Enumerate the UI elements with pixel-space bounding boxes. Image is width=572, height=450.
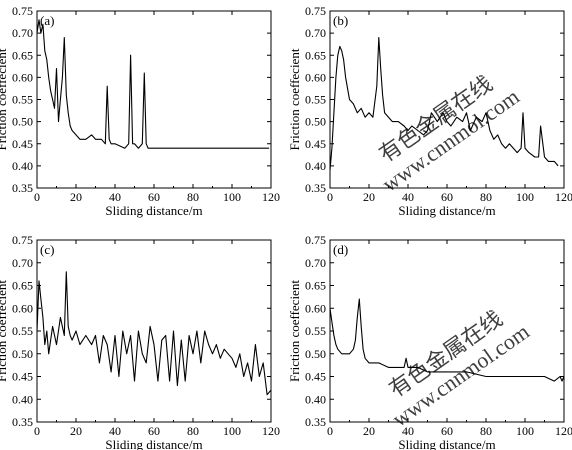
y-tick-label: 0.35: [305, 415, 326, 429]
y-tick-label: 0.40: [12, 159, 33, 173]
watermark: 有色金属在线www.cnnmol.com: [373, 297, 534, 431]
y-tick-label: 0.75: [305, 4, 326, 18]
x-axis-label: Sliding distance/m: [105, 203, 202, 218]
y-axis-label: Friction coeffecient: [0, 280, 9, 382]
panel-label: (b): [333, 13, 348, 28]
y-tick-label: 0.70: [12, 26, 33, 40]
chart-panel-1: 0 20 40 60 80 100 120 0.35 0.40 0.45 0.50 0.55 0.60 0…: [0, 4, 280, 218]
y-tick-label: 0.50: [12, 115, 33, 129]
y-tick-label: 0.65: [12, 279, 33, 293]
series-line: [36, 19, 270, 149]
y-tick-label: 0.45: [305, 370, 326, 384]
y-tick-label: 0.55: [12, 324, 33, 338]
x-tick-label: 120: [262, 424, 280, 438]
x-tick-label: 100: [516, 424, 534, 438]
series-line: [329, 37, 559, 171]
y-tick-label: 0.40: [305, 392, 326, 406]
chart-panel-3: 0 20 40 60 80 100 120 0.35 0.40 0.45 0.50 0.55 0.60 0…: [0, 233, 280, 450]
x-tick-label: 80: [480, 424, 492, 438]
y-tick-label: 0.65: [12, 48, 33, 62]
y-tick-label: 0.60: [12, 301, 33, 315]
series-line: [36, 271, 272, 396]
x-tick-label: 120: [555, 190, 572, 204]
y-axis-label: Friction coeffecient: [287, 280, 302, 382]
y-tick-label: 0.60: [305, 301, 326, 315]
chart-panel-2: 0 20 40 60 80 100 120 0.35 0.40 0.45 0.50 0.55 0.60 0…: [287, 4, 572, 218]
y-tick-label: 0.55: [305, 324, 326, 338]
x-axis-label: Sliding distance/m: [398, 203, 495, 218]
y-tick-label: 0.35: [12, 181, 33, 195]
chart-panel-4: 0 20 40 60 80 100 120 0.35 0.40 0.45 0.50 0.55 0.60 0…: [287, 233, 572, 450]
x-tick-label: 0: [327, 424, 333, 438]
x-tick-label: 60: [441, 424, 453, 438]
x-tick-label: 20: [363, 424, 375, 438]
x-tick-label: 120: [555, 424, 572, 438]
y-tick-label: 0.75: [12, 233, 33, 247]
watermark: 有色金属在线www.cnnmol.com: [363, 62, 524, 196]
panel-label: (d): [333, 242, 348, 257]
y-tick-label: 0.35: [305, 181, 326, 195]
x-axis-label: Sliding distance/m: [398, 437, 495, 450]
y-tick-label: 0.40: [305, 159, 326, 173]
panel-label: (a): [40, 13, 54, 28]
y-tick-label: 0.45: [305, 137, 326, 151]
y-tick-label: 0.70: [305, 26, 326, 40]
y-tick-label: 0.50: [12, 347, 33, 361]
y-tick-label: 0.35: [12, 415, 33, 429]
x-tick-label: 60: [148, 190, 160, 204]
y-tick-label: 0.45: [12, 370, 33, 384]
x-tick-label: 40: [109, 190, 121, 204]
x-tick-label: 60: [148, 424, 160, 438]
y-tick-label: 0.45: [12, 137, 33, 151]
plot-frame: [36, 10, 272, 189]
y-tick-label: 0.75: [305, 233, 326, 247]
panel-label: (c): [40, 242, 54, 257]
x-tick-label: 60: [441, 190, 453, 204]
x-tick-label: 120: [262, 190, 280, 204]
x-tick-label: 100: [223, 424, 241, 438]
y-tick-label: 0.60: [305, 70, 326, 84]
x-axis-label: Sliding distance/m: [105, 437, 202, 450]
y-tick-label: 0.50: [305, 115, 326, 129]
x-tick-label: 40: [402, 424, 414, 438]
x-tick-label: 80: [187, 190, 199, 204]
x-tick-label: 40: [402, 190, 414, 204]
y-axis-label: Friction coeffecient: [287, 48, 302, 150]
y-tick-label: 0.55: [12, 93, 33, 107]
x-tick-label: 0: [327, 190, 333, 204]
y-tick-label: 0.55: [305, 93, 326, 107]
plot-frame: [36, 239, 272, 423]
x-tick-label: 100: [516, 190, 534, 204]
x-tick-label: 80: [187, 424, 199, 438]
x-tick-label: 0: [34, 190, 40, 204]
y-tick-label: 0.65: [305, 48, 326, 62]
x-tick-label: 20: [70, 190, 82, 204]
y-tick-label: 0.75: [12, 4, 33, 18]
y-tick-label: 0.70: [305, 256, 326, 270]
y-axis-label: Friction coeffecient: [0, 48, 9, 150]
x-tick-label: 100: [223, 190, 241, 204]
y-tick-label: 0.50: [305, 347, 326, 361]
x-tick-label: 0: [34, 424, 40, 438]
y-tick-label: 0.60: [12, 70, 33, 84]
x-tick-label: 40: [109, 424, 121, 438]
y-tick-label: 0.70: [12, 256, 33, 270]
series-line: [329, 298, 565, 382]
x-tick-label: 20: [70, 424, 82, 438]
y-tick-label: 0.40: [12, 392, 33, 406]
x-tick-label: 20: [363, 190, 375, 204]
y-tick-label: 0.65: [305, 279, 326, 293]
x-tick-label: 80: [480, 190, 492, 204]
